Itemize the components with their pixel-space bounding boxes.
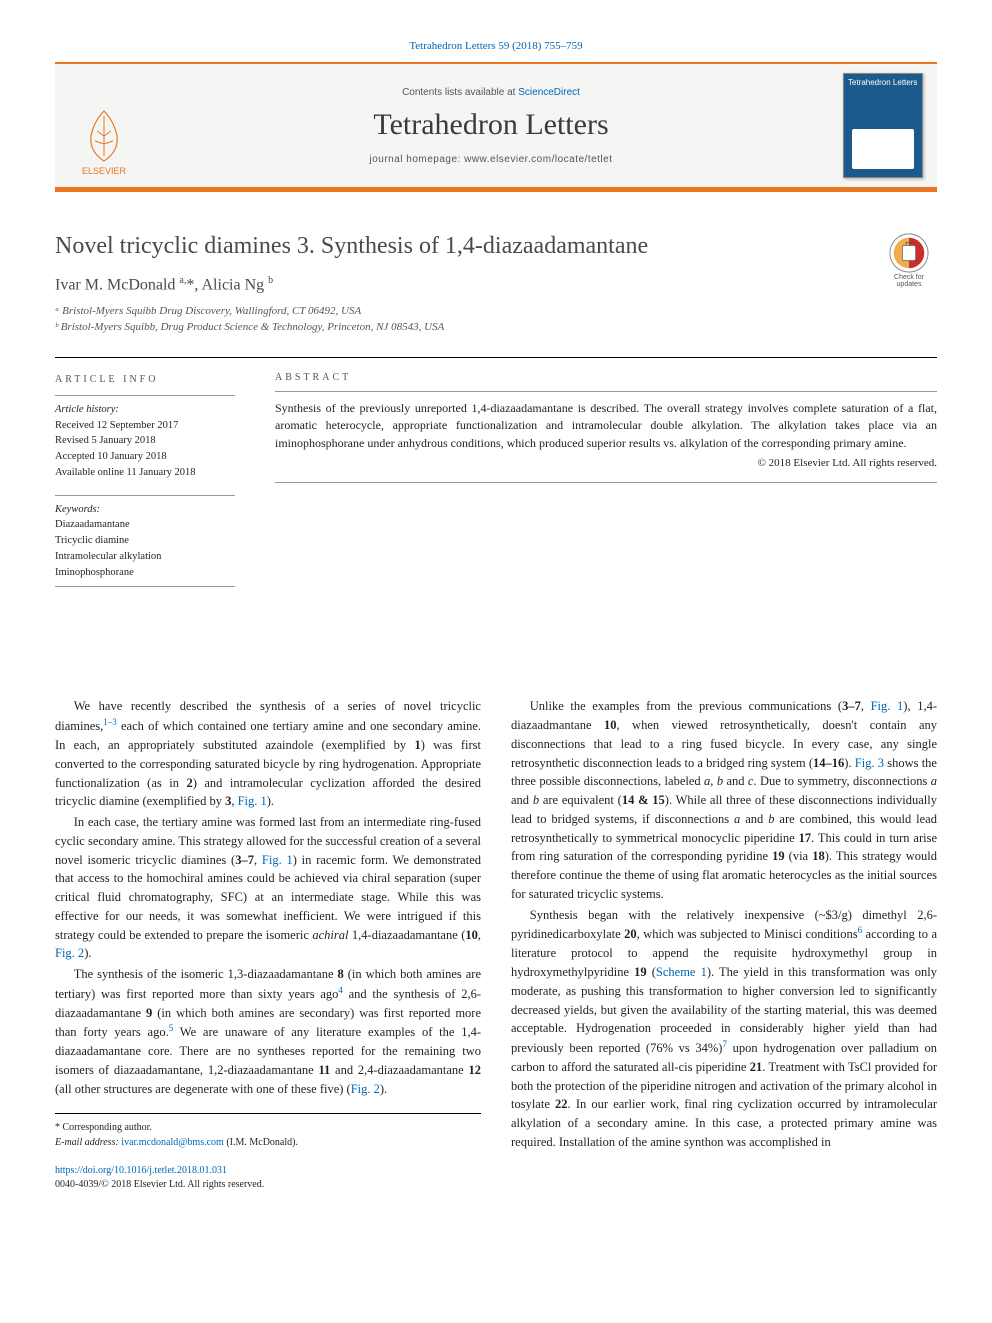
elsevier-tree-icon xyxy=(79,106,129,166)
email-link[interactable]: ivar.mcdonald@bms.com xyxy=(121,1137,224,1148)
article-info-label: ARTICLE INFO xyxy=(55,372,235,387)
publisher-name: ELSEVIER xyxy=(82,166,126,176)
figure-ref[interactable]: Fig. 2 xyxy=(55,946,84,960)
keyword: Intramolecular alkylation xyxy=(55,549,235,565)
article-title: Novel tricyclic diamines 3. Synthesis of… xyxy=(55,232,861,261)
history-label: Article history: xyxy=(55,402,235,418)
abstract-body: Synthesis of the previously unreported 1… xyxy=(275,391,937,483)
journal-cover-thumb[interactable]: Tetrahedron Letters xyxy=(843,73,923,178)
history-revised: Revised 5 January 2018 xyxy=(55,433,235,449)
keyword: Iminophosphorane xyxy=(55,565,235,581)
check-updates-label: Check for updates xyxy=(881,274,937,288)
affiliations: ᵃ Bristol-Myers Squibb Drug Discovery, W… xyxy=(55,304,861,335)
check-updates-icon xyxy=(887,232,931,274)
cover-art-icon xyxy=(852,129,914,169)
issn-line: 0040-4039/© 2018 Elsevier Ltd. All right… xyxy=(55,1179,264,1190)
citation-ref[interactable]: 5 xyxy=(169,1023,174,1033)
abstract-column: ABSTRACT Synthesis of the previously unr… xyxy=(255,372,937,588)
email-line: E-mail address: ivar.mcdonald@bms.com (I… xyxy=(55,1135,481,1150)
figure-ref[interactable]: Fig. 3 xyxy=(855,756,884,770)
figure-ref[interactable]: Fig. 1 xyxy=(871,699,904,713)
keyword: Diazaadamantane xyxy=(55,517,235,533)
header-citation: Tetrahedron Letters 59 (2018) 755–759 xyxy=(55,40,937,52)
citation-ref[interactable]: 6 xyxy=(858,925,863,935)
body-col-right: Unlike the examples from the previous co… xyxy=(511,697,937,1153)
body-columns: We have recently described the synthesis… xyxy=(55,697,937,1153)
body-paragraph: We have recently described the synthesis… xyxy=(55,697,481,811)
history-online: Available online 11 January 2018 xyxy=(55,465,235,481)
keywords-block: Keywords: Diazaadamantane Tricyclic diam… xyxy=(55,495,235,588)
citation-ref[interactable]: 4 xyxy=(338,985,343,995)
abstract-label: ABSTRACT xyxy=(275,372,937,383)
doi-link[interactable]: https://doi.org/10.1016/j.tetlet.2018.01… xyxy=(55,1165,227,1176)
abstract-copyright: © 2018 Elsevier Ltd. All rights reserved… xyxy=(275,456,937,472)
cover-label: Tetrahedron Letters xyxy=(844,74,922,91)
history-block: Article history: Received 12 September 2… xyxy=(55,395,235,481)
journal-name: Tetrahedron Letters xyxy=(139,108,843,142)
figure-ref[interactable]: Fig. 2 xyxy=(351,1082,380,1096)
keywords-label: Keywords: xyxy=(55,502,235,518)
article-info: ARTICLE INFO Article history: Received 1… xyxy=(55,372,255,588)
check-updates-badge[interactable]: Check for updates xyxy=(881,232,937,288)
figure-ref[interactable]: Fig. 1 xyxy=(262,853,293,867)
homepage-line: journal homepage: www.elsevier.com/locat… xyxy=(139,154,843,165)
scheme-ref[interactable]: Scheme 1 xyxy=(656,965,707,979)
page-footer: https://doi.org/10.1016/j.tetlet.2018.01… xyxy=(55,1164,937,1192)
body-paragraph: The synthesis of the isomeric 1,3-diazaa… xyxy=(55,965,481,1099)
affiliation-b: ᵇ Bristol-Myers Squibb, Drug Product Sci… xyxy=(55,320,861,335)
corresponding-author: * Corresponding author. xyxy=(55,1120,481,1135)
title-block: Novel tricyclic diamines 3. Synthesis of… xyxy=(55,232,937,335)
body-paragraph: Unlike the examples from the previous co… xyxy=(511,697,937,903)
masthead-center: Contents lists available at ScienceDirec… xyxy=(139,87,843,165)
homepage-url[interactable]: www.elsevier.com/locate/tetlet xyxy=(464,154,612,165)
contents-line: Contents lists available at ScienceDirec… xyxy=(139,87,843,98)
body-col-left: We have recently described the synthesis… xyxy=(55,697,481,1153)
keyword: Tricyclic diamine xyxy=(55,533,235,549)
sciencedirect-link[interactable]: ScienceDirect xyxy=(518,87,580,98)
affiliation-a: ᵃ Bristol-Myers Squibb Drug Discovery, W… xyxy=(55,304,861,319)
citation-ref[interactable]: 1–3 xyxy=(103,717,117,727)
info-abstract-row: ARTICLE INFO Article history: Received 1… xyxy=(55,357,937,588)
history-accepted: Accepted 10 January 2018 xyxy=(55,449,235,465)
publisher-logo[interactable]: ELSEVIER xyxy=(69,76,139,176)
masthead: ELSEVIER Contents lists available at Sci… xyxy=(55,62,937,192)
body-paragraph: In each case, the tertiary amine was for… xyxy=(55,813,481,963)
authors: Ivar M. McDonald a,*, Alicia Ng b xyxy=(55,275,861,294)
citation-ref[interactable]: 7 xyxy=(722,1039,727,1049)
abstract-text: Synthesis of the previously unreported 1… xyxy=(275,401,937,450)
citation-link[interactable]: Tetrahedron Letters 59 (2018) 755–759 xyxy=(409,40,582,52)
footnote-block: * Corresponding author. E-mail address: … xyxy=(55,1113,481,1150)
figure-ref[interactable]: Fig. 1 xyxy=(238,794,267,808)
history-received: Received 12 September 2017 xyxy=(55,418,235,434)
body-paragraph: Synthesis began with the relatively inex… xyxy=(511,906,937,1152)
